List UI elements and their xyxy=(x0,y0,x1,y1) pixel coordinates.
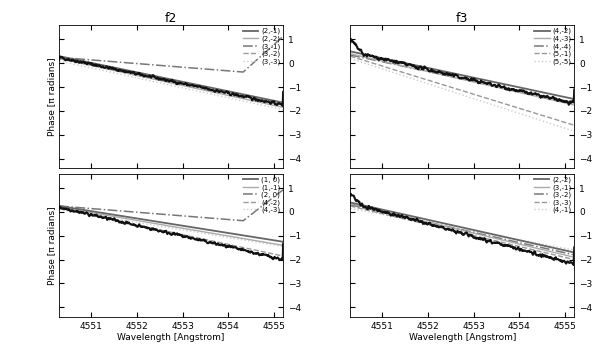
Legend: (2,-1), (2,-2), (3,-1), (3,-2), (3,-3): (2,-1), (2,-2), (3,-1), (3,-2), (3,-3) xyxy=(242,27,281,65)
X-axis label: Wavelength [Angstrom]: Wavelength [Angstrom] xyxy=(408,333,516,342)
Y-axis label: Phase [π radians]: Phase [π radians] xyxy=(47,57,56,136)
Legend: (4,-2), (4,-3), (4,-4), (5,-1), (5,-5): (4,-2), (4,-3), (4,-4), (5,-1), (5,-5) xyxy=(533,27,572,65)
Title: f2: f2 xyxy=(165,12,178,25)
X-axis label: Wavelength [Angstrom]: Wavelength [Angstrom] xyxy=(117,333,225,342)
Legend: (2,-2), (3,-1), (3,-2), (3,-3), (4,-1): (2,-2), (3,-1), (3,-2), (3,-3), (4,-1) xyxy=(533,176,572,214)
Title: f3: f3 xyxy=(456,12,468,25)
Y-axis label: Phase [π radians]: Phase [π radians] xyxy=(47,206,56,285)
Legend: (1, 0), (1,-1), (2, 0), (4,-2), (4,-3): (1, 0), (1,-1), (2, 0), (4,-2), (4,-3) xyxy=(242,176,281,214)
